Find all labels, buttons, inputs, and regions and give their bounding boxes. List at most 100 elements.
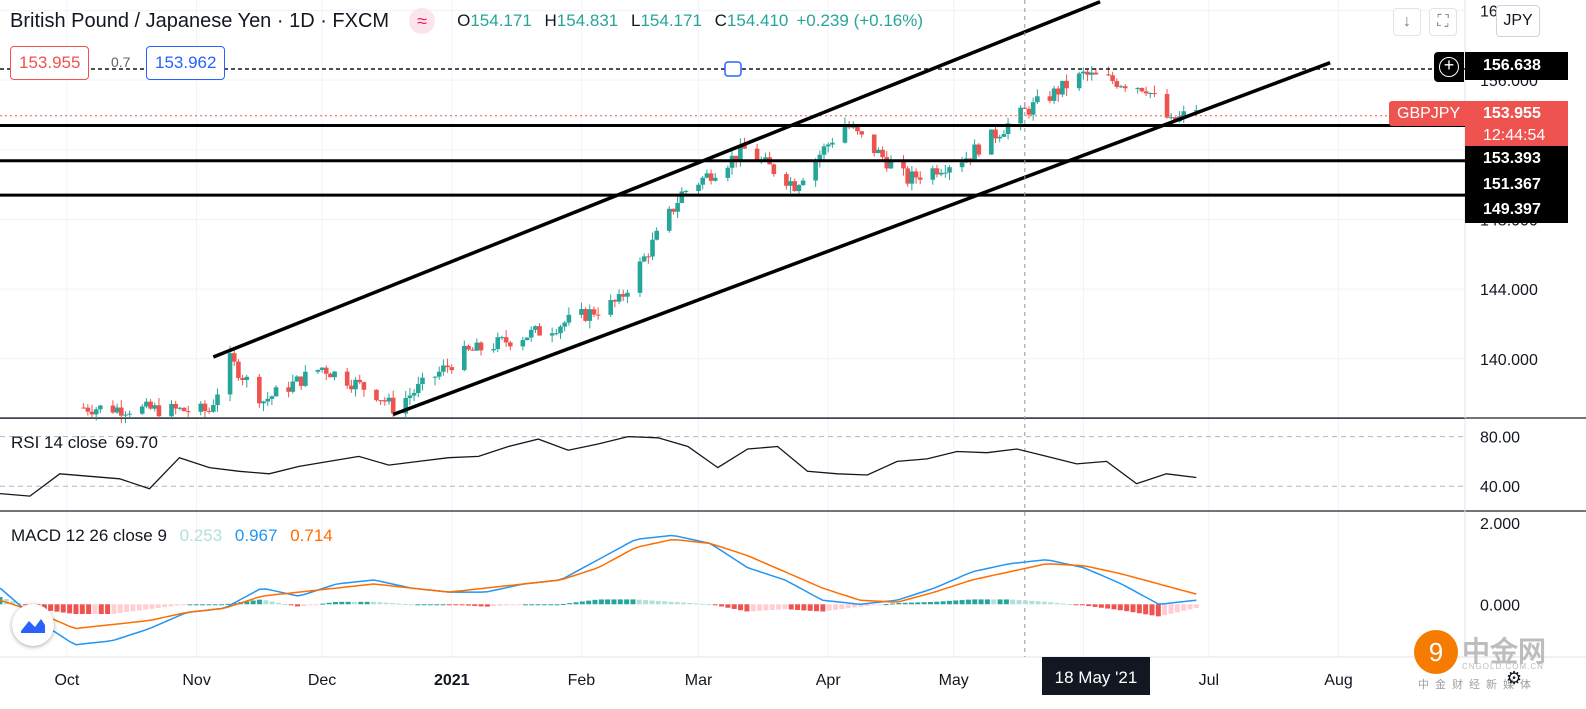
candle-body xyxy=(436,371,442,377)
candle-body xyxy=(374,389,379,401)
macd-histogram-bar xyxy=(472,604,478,606)
x-tick-label: Nov xyxy=(182,672,210,689)
macd-label: MACD 12 26 close 9 xyxy=(11,526,167,545)
add-alert-button[interactable]: + xyxy=(1434,52,1464,82)
macd-histogram-bar xyxy=(478,604,484,607)
macd-histogram-bar xyxy=(225,603,231,605)
macd-histogram-bar xyxy=(427,604,433,606)
macd-histogram-bar xyxy=(1016,600,1022,605)
candle-body xyxy=(679,191,685,203)
candle-body xyxy=(127,413,132,415)
macd-histogram-bar xyxy=(687,602,693,605)
candle-body xyxy=(625,292,630,297)
arrow-down-icon[interactable]: ↓ xyxy=(1393,8,1421,36)
candle-body xyxy=(738,144,743,161)
macd-histogram-bar xyxy=(731,604,737,609)
ohlc-readout: O154.171 H154.831 L154.171 C154.410 xyxy=(457,11,796,31)
macd-histogram-bar xyxy=(1073,604,1079,606)
candle-body xyxy=(461,345,467,371)
macd-histogram-bar xyxy=(617,599,623,605)
candle-body xyxy=(499,337,505,339)
price-tick-label: 140.000 xyxy=(1480,352,1538,369)
candle-body xyxy=(173,403,178,409)
macd-histogram-bar xyxy=(484,604,490,607)
macd-signal-line xyxy=(0,539,1197,630)
tradingview-logo-icon[interactable] xyxy=(12,604,54,646)
rsi-label: RSI 14 close xyxy=(11,433,108,452)
rsi-legend[interactable]: RSI 14 close 69.70 xyxy=(11,433,158,453)
macd-histogram-bar xyxy=(896,603,902,605)
candle-body xyxy=(123,414,128,416)
candle-body xyxy=(1030,102,1036,115)
candle-body xyxy=(466,345,471,350)
candle-body xyxy=(1168,117,1174,119)
macd-histogram-bar xyxy=(706,604,712,606)
candle-body xyxy=(1110,75,1115,82)
macd-histogram-bar xyxy=(453,604,459,606)
macd-line xyxy=(0,534,1197,646)
candle-body xyxy=(997,136,1003,139)
currency-button[interactable]: JPY xyxy=(1496,5,1540,37)
price-tick-label: 144.000 xyxy=(1480,282,1538,299)
macd-histogram-bar xyxy=(1098,604,1104,608)
macd-histogram-bar xyxy=(193,604,199,606)
candle-body xyxy=(1055,88,1061,95)
macd-histogram-bar xyxy=(187,604,193,606)
candle-body xyxy=(654,230,660,240)
symbol-title[interactable]: British Pound / Japanese Yen · 1D · FXCM xyxy=(10,9,390,32)
candle-body xyxy=(474,342,480,351)
macd-histogram-bar xyxy=(1155,604,1161,617)
candle-body xyxy=(524,337,530,341)
candle-body xyxy=(215,394,220,406)
candle-body xyxy=(1093,72,1099,75)
macd-histogram-bar xyxy=(757,604,763,611)
buy-price-button[interactable]: 153.962 xyxy=(146,46,226,80)
macd-histogram-bar xyxy=(788,604,794,610)
candle-body xyxy=(386,397,392,402)
candle-body xyxy=(1118,86,1124,88)
candle-body xyxy=(323,367,329,374)
rsi-value: 69.70 xyxy=(115,433,158,452)
macd-histogram-bar xyxy=(130,604,136,612)
candle-body xyxy=(1139,87,1145,92)
candle-body xyxy=(332,371,337,378)
candle-body xyxy=(813,160,818,181)
candle-body xyxy=(666,208,672,231)
candle-body xyxy=(771,164,777,175)
rsi-line xyxy=(0,435,1197,497)
candle-body xyxy=(1147,93,1153,95)
sell-price-button[interactable]: 153.955 xyxy=(10,46,90,80)
macd-histogram-bar xyxy=(763,604,769,611)
macd-histogram-bar xyxy=(105,604,111,615)
candle-body xyxy=(742,144,747,149)
macd-histogram-bar xyxy=(408,604,414,606)
macd-histogram-bar xyxy=(972,599,978,605)
macd-histogram-bar xyxy=(263,600,269,605)
macd-hist-value: 0.253 xyxy=(179,526,223,545)
macd-legend[interactable]: MACD 12 26 close 9 0.253 0.967 0.714 xyxy=(11,526,333,546)
exchange-logo-icon: ≈ xyxy=(409,8,436,34)
macd-histogram-bar xyxy=(282,603,288,605)
macd-histogram-bar xyxy=(1035,601,1041,605)
macd-histogram-bar xyxy=(1092,604,1098,607)
macd-signal-value: 0.714 xyxy=(290,526,333,545)
candle-body xyxy=(411,392,417,396)
macd-histogram-bar xyxy=(497,604,503,606)
macd-histogram-bar xyxy=(858,604,864,607)
candle-body xyxy=(696,184,701,192)
candle-body xyxy=(470,349,475,351)
candle-body xyxy=(972,144,977,160)
gear-icon[interactable]: ⚙ xyxy=(1506,668,1523,688)
macd-histogram-bar xyxy=(370,601,376,605)
watermark-sub: 中金财经新媒体 xyxy=(1418,679,1537,691)
macd-histogram-bar xyxy=(446,604,452,606)
macd-histogram-bar xyxy=(940,601,946,605)
candle-body xyxy=(943,172,948,174)
candle-body xyxy=(562,322,567,327)
macd-histogram-bar xyxy=(351,601,357,605)
candle-body xyxy=(508,342,513,347)
candle-body xyxy=(1164,93,1170,118)
fullscreen-icon[interactable]: ⛶ xyxy=(1429,8,1457,36)
macd-histogram-bar xyxy=(845,604,851,609)
